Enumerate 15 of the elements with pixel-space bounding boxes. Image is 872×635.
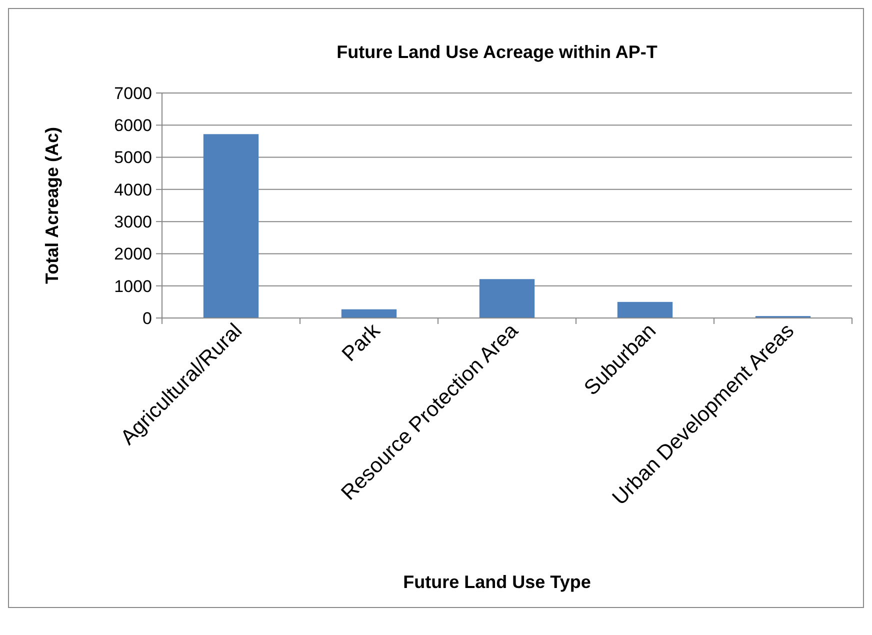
y-tick-label: 6000 [114, 116, 152, 136]
bar [341, 309, 397, 318]
y-tick-label: 3000 [114, 212, 152, 232]
y-tick-label: 4000 [114, 180, 152, 200]
y-tick-label: 2000 [114, 244, 152, 264]
x-axis-title: Future Land Use Type [403, 572, 591, 592]
y-tick-label: 5000 [114, 148, 152, 168]
bar [203, 134, 259, 318]
bar [479, 279, 535, 318]
bar [617, 302, 673, 318]
y-tick-label: 7000 [114, 84, 152, 103]
y-tick-label: 0 [142, 308, 152, 328]
chart-title: Future Land Use Acreage within AP-T [336, 42, 658, 62]
y-axis-title: Total Acreage (Ac) [42, 126, 62, 284]
y-tick-label: 1000 [114, 276, 152, 296]
